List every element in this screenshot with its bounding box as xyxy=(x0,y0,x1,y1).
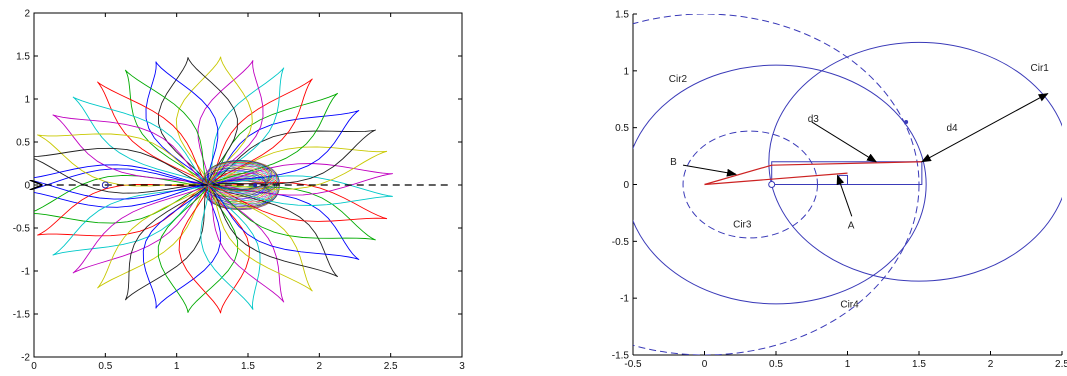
arrow-d3 xyxy=(811,121,877,163)
loop-28 xyxy=(158,57,238,186)
y-tick-label: 0.5 xyxy=(615,123,629,134)
label-cir4: Cir4 xyxy=(840,299,859,310)
loop-17 xyxy=(207,181,388,222)
x-tick-label: 1 xyxy=(174,361,180,372)
loop-21 xyxy=(207,129,376,186)
loop-12 xyxy=(207,184,285,303)
y-tick-label: -1.5 xyxy=(612,351,630,362)
circle-group xyxy=(633,14,1062,355)
inner-loop-12 xyxy=(211,179,276,210)
label-a: A xyxy=(848,221,855,232)
loop-26 xyxy=(197,60,264,186)
x-tick-label: 3 xyxy=(459,361,465,372)
loop-5 xyxy=(72,184,209,274)
y-tick-label: 2 xyxy=(24,9,30,20)
inner-loop-14 xyxy=(213,177,279,208)
small-rect xyxy=(838,174,848,185)
x-tick-label: 1.5 xyxy=(912,359,926,370)
loop-32 xyxy=(72,96,209,186)
marker-2 xyxy=(253,183,258,187)
x-tick-label: 0 xyxy=(31,361,37,372)
loop-27 xyxy=(175,56,253,186)
y-tick-label: 1.5 xyxy=(16,52,30,63)
y-tick-label: -0.5 xyxy=(13,224,31,235)
y-tick-label: 1 xyxy=(24,95,30,106)
loop-8 xyxy=(142,184,221,309)
y-tick-label: 1 xyxy=(623,66,629,77)
circle-cir1 xyxy=(768,41,1062,282)
x-tick-label: 2.5 xyxy=(1055,359,1067,370)
loop-1 xyxy=(34,168,209,208)
label-b: B xyxy=(670,157,677,168)
y-tick-label: -1 xyxy=(620,294,629,305)
marker-1 xyxy=(101,181,109,189)
y-tick-label: 1.5 xyxy=(615,10,629,21)
x-tick-label: 0.5 xyxy=(769,359,783,370)
label-cir1: Cir1 xyxy=(1031,63,1050,74)
loop-33 xyxy=(52,114,209,186)
point-1 xyxy=(768,181,776,188)
construction-rect xyxy=(771,161,923,185)
loop-29 xyxy=(145,61,219,186)
circle-cir2 xyxy=(633,64,927,305)
x-tick-label: 1.5 xyxy=(241,361,255,372)
y-tick-label: 0.5 xyxy=(16,138,30,149)
loop-9 xyxy=(157,184,239,313)
red-line-3 xyxy=(704,172,848,186)
y-tick-label: -2 xyxy=(21,353,30,364)
y-tick-label: -1 xyxy=(21,267,30,278)
x-tick-label: 0.5 xyxy=(98,361,112,372)
arrow-b xyxy=(682,164,737,177)
loop-31 xyxy=(97,81,209,186)
chart-cardioid-loops: 0 0.5 1 1.5 2 2.5 3 -2 -1.5 -1 -0.5 0 0.5 1 1.5 2 xyxy=(13,9,465,373)
arrow-a xyxy=(836,174,853,217)
y-tick-label: 0 xyxy=(623,180,629,191)
circle-cir3 xyxy=(682,130,818,239)
point-2 xyxy=(904,119,909,124)
x-tick-label: 1 xyxy=(845,359,851,370)
x-tick-label: 2.5 xyxy=(384,361,398,372)
inner-loop-2 xyxy=(201,172,267,203)
circle-cir4 xyxy=(633,14,920,355)
arrow-d4 xyxy=(920,93,1049,163)
x-tick-label: -0.5 xyxy=(624,359,642,370)
red-line-2 xyxy=(771,161,922,166)
loop-30 xyxy=(124,69,209,186)
loop-6 xyxy=(97,184,209,289)
loop-4 xyxy=(52,184,209,256)
x-tick-label: 2 xyxy=(988,359,994,370)
loop-7 xyxy=(124,184,209,301)
y-tick-label: 0 xyxy=(24,181,30,192)
label-d3: d3 xyxy=(808,114,820,125)
loop-25 xyxy=(207,67,285,186)
loop-35 xyxy=(34,147,209,194)
red-line-1 xyxy=(704,164,772,186)
y-tick-label: -1.5 xyxy=(13,310,31,321)
loop-10 xyxy=(178,184,250,314)
loop-34 xyxy=(37,133,209,187)
y-tick-label: -0.5 xyxy=(612,237,630,248)
loop-36 xyxy=(34,164,209,200)
label-cir2: Cir2 xyxy=(669,74,688,85)
loop-11 xyxy=(200,184,261,310)
inner-loop-35 xyxy=(201,167,267,198)
x-tick-label: 0 xyxy=(702,359,708,370)
x-tick-label: 2 xyxy=(317,361,323,372)
label-cir3: Cir3 xyxy=(733,220,752,231)
label-d4: d4 xyxy=(946,123,958,134)
